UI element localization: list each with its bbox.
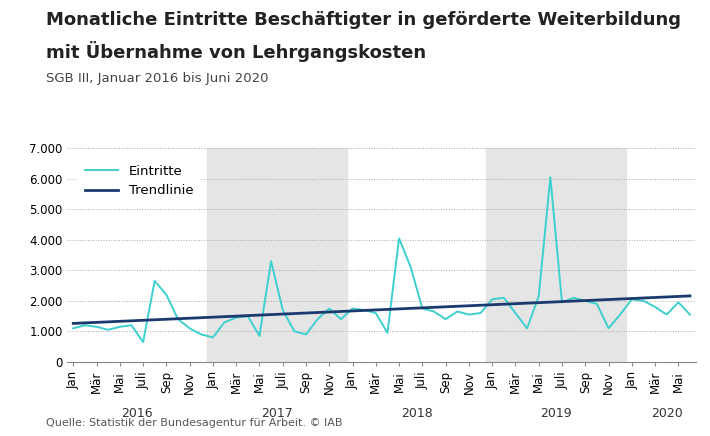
- Text: 2020: 2020: [651, 407, 682, 420]
- Bar: [207, 148, 346, 362]
- Text: mit Übernahme von Lehrgangskosten: mit Übernahme von Lehrgangskosten: [46, 41, 426, 62]
- Text: 2018: 2018: [400, 407, 432, 420]
- Legend: Eintritte, Trendlinie: Eintritte, Trendlinie: [77, 157, 201, 205]
- Text: Monatliche Eintritte Beschäftigter in geförderte Weiterbildung: Monatliche Eintritte Beschäftigter in ge…: [46, 11, 681, 29]
- Text: 2019: 2019: [540, 407, 572, 420]
- Text: SGB III, Januar 2016 bis Juni 2020: SGB III, Januar 2016 bis Juni 2020: [46, 72, 268, 85]
- Text: 2016: 2016: [121, 407, 153, 420]
- Bar: [486, 148, 626, 362]
- Text: Quelle: Statistik der Bundesagentur für Arbeit. © IAB: Quelle: Statistik der Bundesagentur für …: [46, 418, 343, 428]
- Text: 2017: 2017: [261, 407, 293, 420]
